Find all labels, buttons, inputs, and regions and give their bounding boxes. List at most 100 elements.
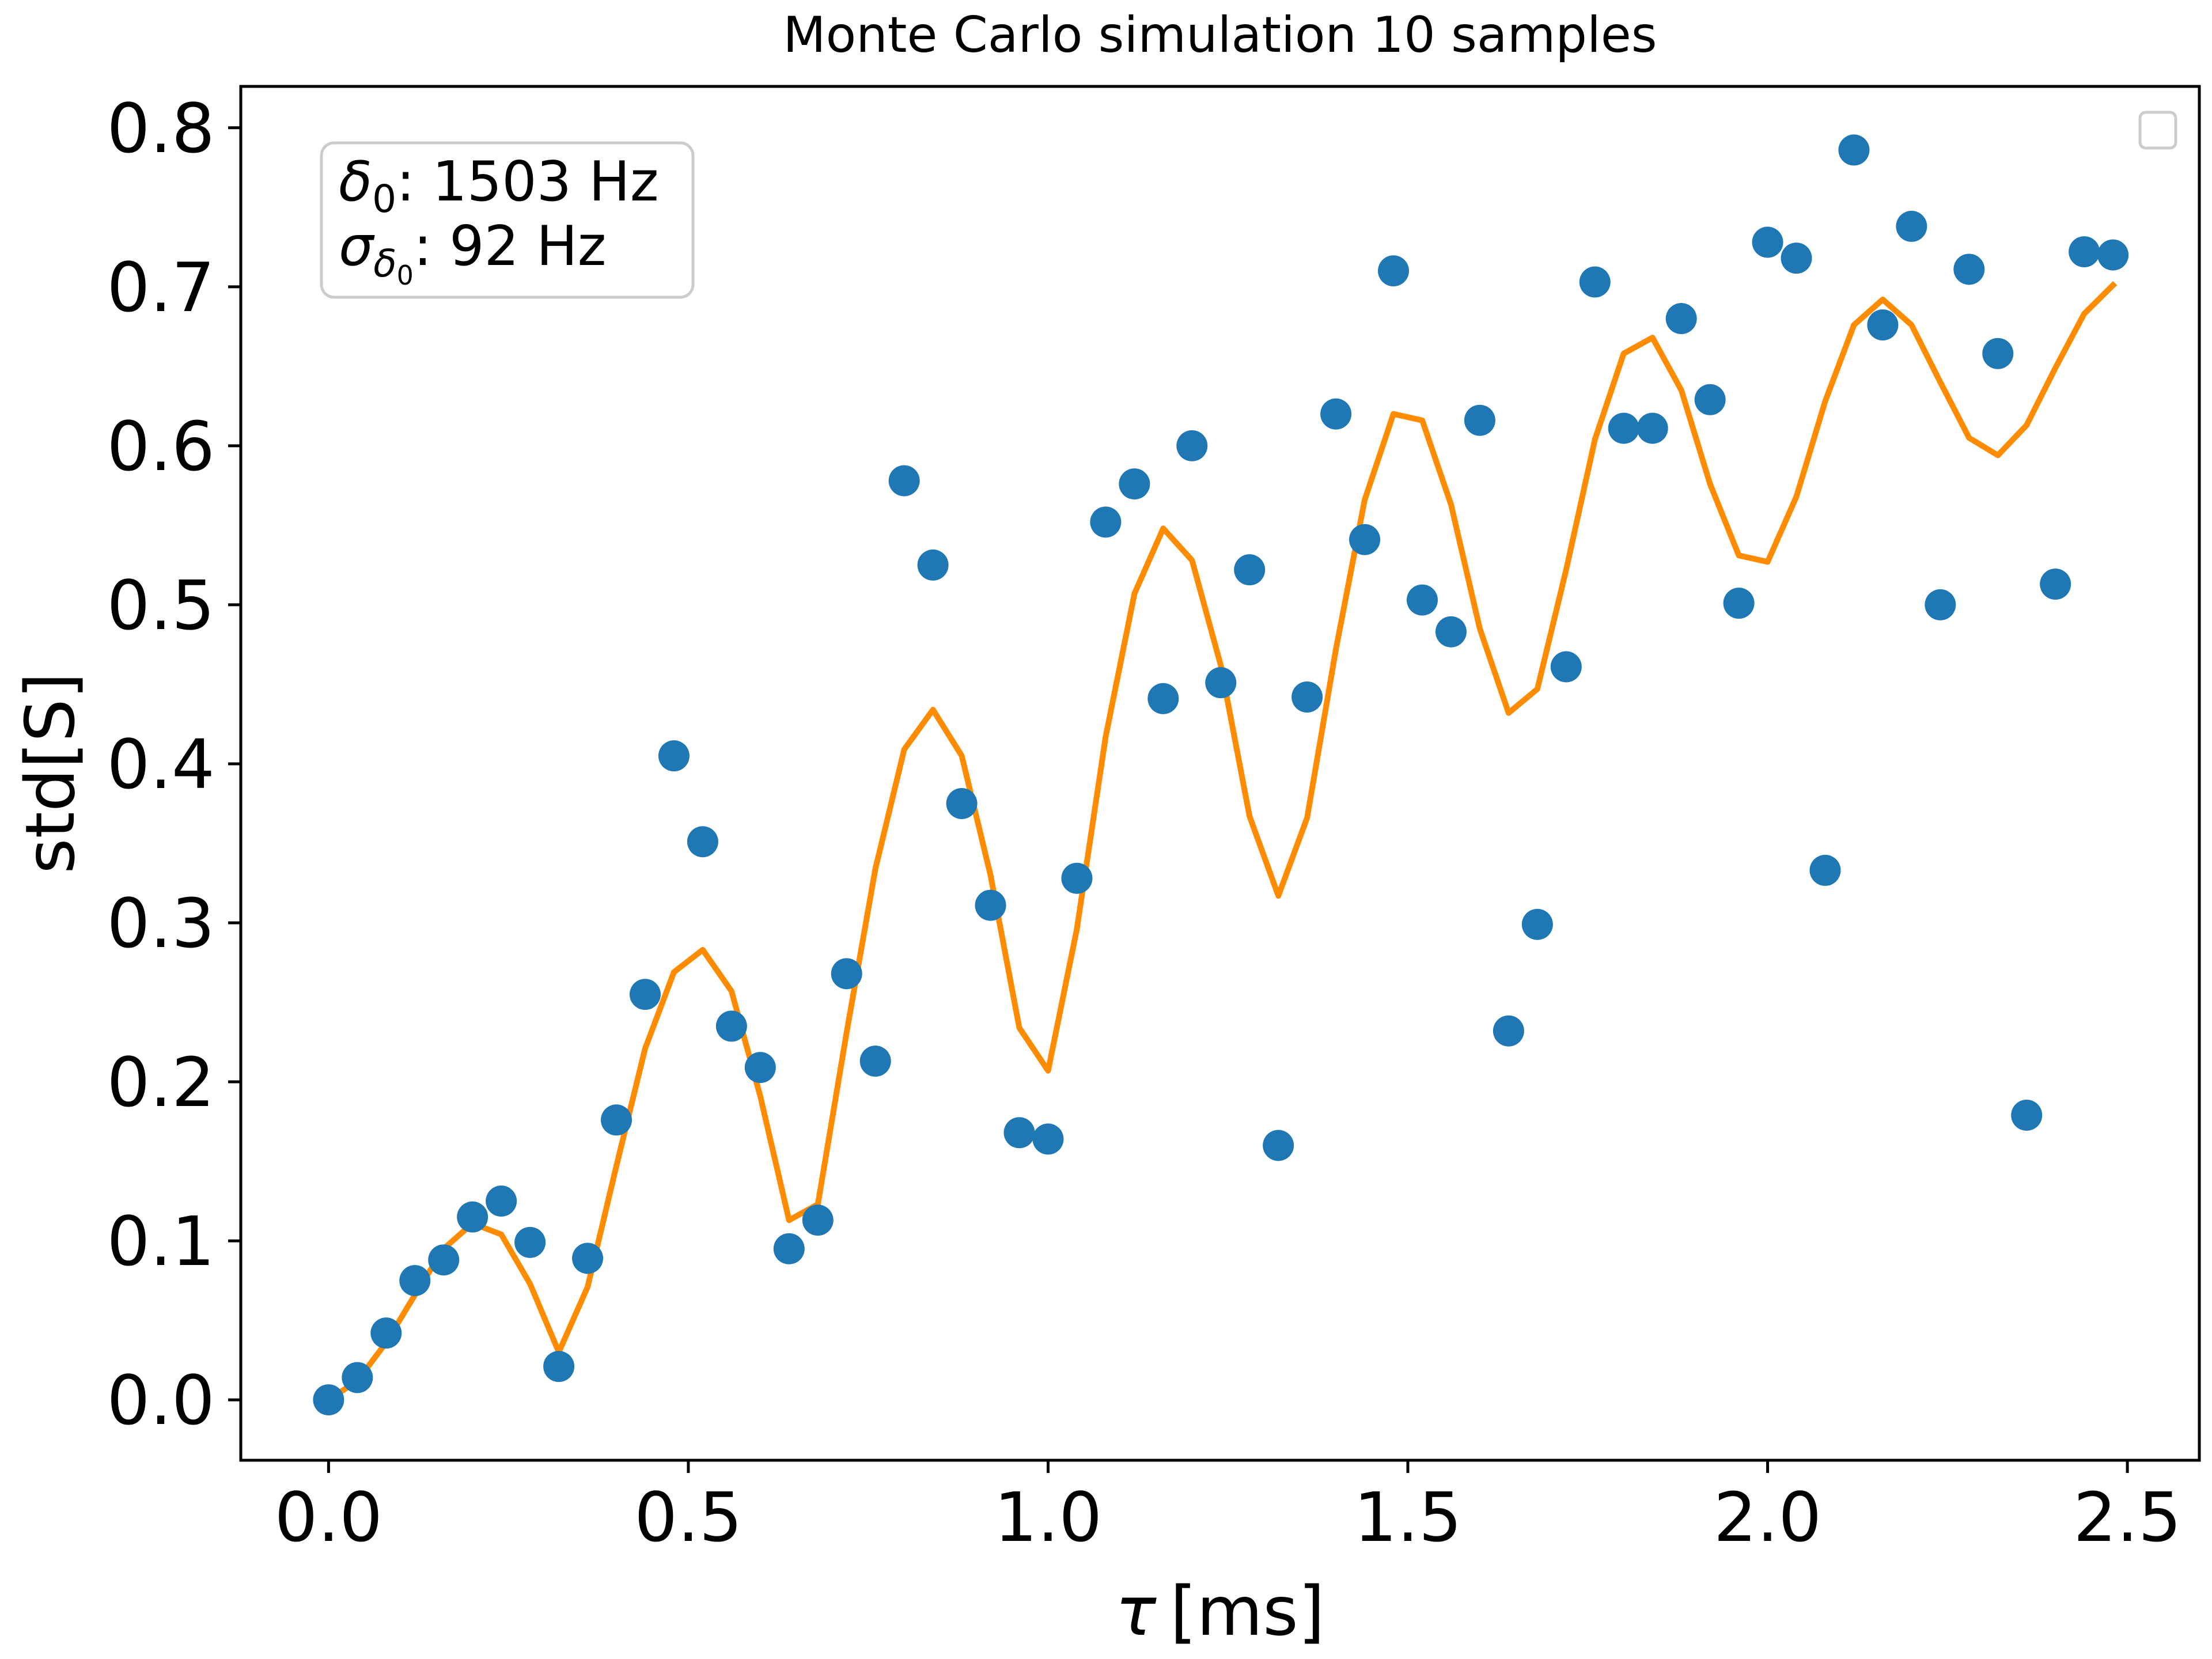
annotation-line-1: δ0: 1503 Hz (339, 150, 659, 221)
y-tick-label: 0.8 (107, 89, 215, 168)
data-point (802, 1205, 834, 1236)
data-point (715, 1010, 747, 1042)
data-point (975, 889, 1006, 921)
x-tick-label: 0.5 (634, 1478, 743, 1557)
annotation-delta-symbol: δ (339, 150, 372, 214)
plot-area: 0.0 0.5 1.0 1.5 2.0 2.5 0.0 0.1 0.2 0.3 0.4 0.5 0.6… (107, 85, 2201, 1557)
annotation-sigma-symbol: σ (339, 215, 375, 278)
y-tick-label: 0.4 (107, 725, 215, 804)
data-point (1665, 303, 1697, 335)
x-tick-label: 0.0 (275, 1478, 383, 1557)
data-point (1147, 683, 1179, 714)
y-axis-ticks: 0.0 0.1 0.2 0.3 0.4 0.5 0.6 0.7 0.8 (107, 89, 241, 1440)
data-point (2011, 1099, 2043, 1131)
x-axis-label-unit: [ms] (1170, 1571, 1325, 1651)
data-point (1723, 588, 1755, 619)
data-point (1752, 226, 1783, 258)
y-tick-label: 0.6 (107, 407, 215, 486)
annotation-delta-subscript: 0 (372, 177, 396, 221)
annotation-sigma-subscript: δ (373, 241, 396, 286)
data-point (1608, 412, 1639, 444)
data-point (1263, 1130, 1294, 1161)
annotation-delta-value: : 1503 Hz (396, 150, 658, 214)
data-point (342, 1362, 373, 1393)
annotation-sigma-value: : 92 Hz (414, 215, 607, 278)
data-point (1435, 616, 1467, 647)
data-point (2097, 239, 2129, 271)
line-series (324, 281, 2118, 1404)
plot-frame (239, 85, 2201, 1462)
y-tick-label: 0.2 (107, 1043, 215, 1122)
data-point (1521, 908, 1553, 940)
data-point (1291, 681, 1323, 713)
x-tick-label: 1.0 (994, 1478, 1103, 1557)
scatter-series (313, 134, 2129, 1416)
data-point (514, 1226, 546, 1258)
y-tick-label: 0.5 (107, 566, 215, 645)
data-point (399, 1265, 431, 1297)
data-point (1464, 404, 1495, 436)
data-point (1090, 506, 1122, 538)
mean-std-line (324, 281, 2118, 1404)
data-point (946, 787, 978, 819)
data-point (1694, 384, 1726, 415)
data-point (1867, 309, 1899, 341)
data-point (859, 1046, 891, 1077)
data-point (486, 1185, 517, 1217)
data-point (1205, 667, 1237, 699)
data-point (1809, 854, 1841, 886)
x-tick-label: 1.5 (1354, 1478, 1462, 1557)
data-point (2040, 569, 2071, 600)
x-tick-label: 2.0 (1714, 1478, 1822, 1557)
y-tick-label: 0.1 (107, 1202, 215, 1281)
x-axis-label-symbol: τ (1115, 1571, 1157, 1651)
data-point (1406, 584, 1438, 616)
chart-title: Monte Carlo simulation 10 samples (783, 6, 1657, 64)
annotation-line-2: σδ0: 92 Hz (339, 215, 606, 291)
data-point (1896, 210, 1927, 242)
data-point (1119, 468, 1150, 500)
data-point (457, 1201, 488, 1233)
data-point (1061, 862, 1093, 894)
annotation-box: δ0: 1503 Hz σδ0: 92 Hz (320, 141, 695, 299)
annotation-sigma-subsubscript: 0 (397, 260, 414, 291)
data-point (313, 1384, 344, 1416)
data-point (1550, 651, 1582, 683)
data-point (1925, 589, 1956, 620)
data-point (831, 958, 862, 990)
y-tick-label: 0.3 (107, 884, 215, 963)
data-point (1234, 554, 1266, 586)
data-point (687, 826, 718, 858)
data-point (1493, 1015, 1524, 1047)
x-axis-ticks: 0.0 0.5 1.0 1.5 2.0 2.5 (275, 1460, 2181, 1557)
data-point (1953, 253, 1985, 285)
x-tick-label: 2.5 (2073, 1478, 2181, 1557)
data-point (888, 465, 920, 497)
empty-legend (2138, 111, 2177, 150)
data-point (2069, 236, 2100, 268)
data-point (1003, 1117, 1035, 1149)
data-point (773, 1233, 805, 1264)
data-point (572, 1243, 604, 1274)
y-axis-label: std[S] (10, 672, 90, 874)
y-tick-label: 0.7 (107, 248, 215, 327)
data-point (1378, 255, 1410, 287)
data-point (370, 1317, 402, 1349)
data-point (1982, 338, 2014, 369)
x-axis-label: τ [ms] (1115, 1571, 1325, 1651)
data-point (1781, 243, 1812, 274)
data-point (1579, 266, 1611, 298)
data-point (744, 1052, 776, 1084)
data-point (1032, 1123, 1064, 1155)
y-tick-label: 0.0 (107, 1361, 215, 1440)
annotation-frame (320, 141, 695, 299)
data-point (1838, 134, 1870, 166)
data-point (917, 549, 949, 581)
data-point (601, 1104, 632, 1136)
data-point (543, 1351, 575, 1382)
data-point (658, 740, 690, 772)
data-point (629, 979, 661, 1010)
data-point (1349, 524, 1381, 555)
data-point (1637, 412, 1668, 444)
